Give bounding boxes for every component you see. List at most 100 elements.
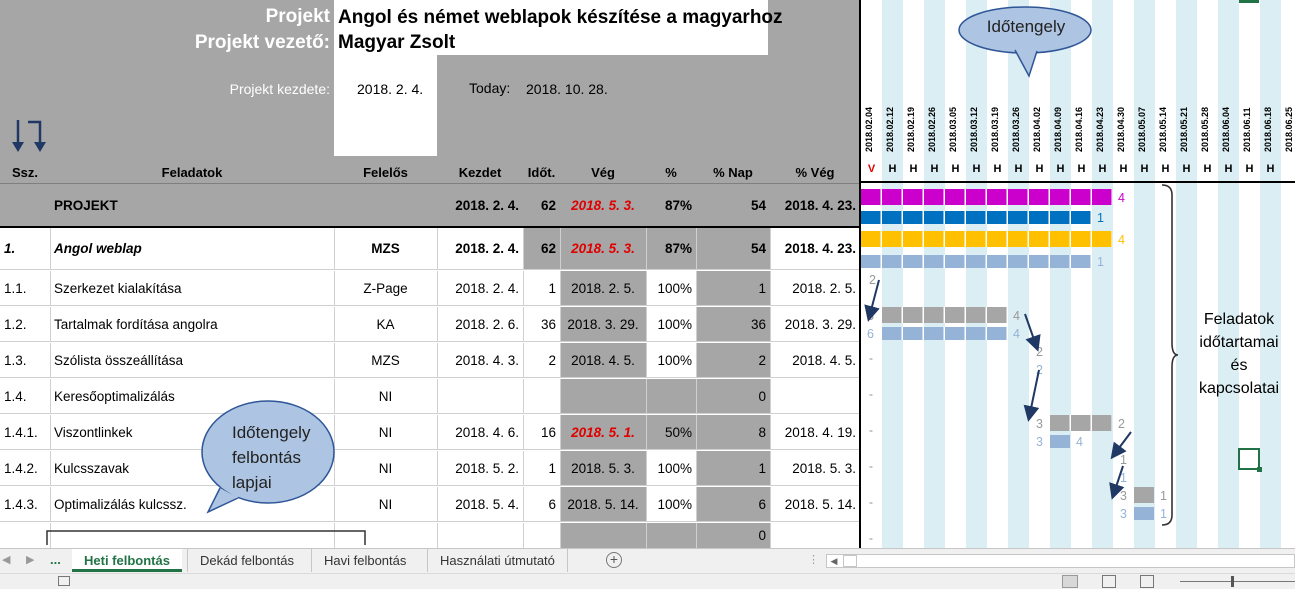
- percent-days: 8: [696, 415, 770, 449]
- start-date: [437, 379, 523, 413]
- count-label: 4: [1013, 327, 1020, 341]
- brace-icon: [1161, 184, 1179, 526]
- col-header-felelos: Felelős: [363, 165, 408, 180]
- task-name: Kulcsszavak: [54, 460, 130, 476]
- percent-days: 0: [696, 379, 770, 413]
- table-row[interactable]: 1.4.1. Viszontlinkek NI 2018. 4. 6. 16 2018. …: [0, 415, 860, 449]
- add-sheet-icon[interactable]: +: [606, 552, 622, 568]
- zoom-slider-thumb[interactable]: [1231, 576, 1234, 587]
- percent-days: 54: [696, 228, 770, 269]
- sort-arrows-icon: [12, 120, 46, 152]
- table-row[interactable]: 1.2. Tartalmak fordítása angolra KA 2018. 2…: [0, 307, 860, 341]
- percent-days: 54: [750, 197, 766, 213]
- callout-resolution: Időtengely felbontás lapjai: [232, 423, 311, 492]
- tab-scroll-right-icon[interactable]: ▶: [26, 554, 35, 566]
- zoom-slider[interactable]: [1180, 581, 1295, 582]
- timeline-marker: H: [1182, 163, 1191, 175]
- percent-end: 2018. 5. 3.: [792, 460, 856, 476]
- count-label: 1: [1120, 453, 1127, 467]
- percent: 100%: [657, 496, 692, 512]
- owner: NI: [378, 424, 393, 440]
- status-bar: [0, 573, 1295, 589]
- count-label: 2: [1036, 345, 1043, 359]
- callout-timeline-shape: [958, 6, 1092, 78]
- table-row[interactable]: 1.4. Keresőoptimalizálás NI 0: [0, 379, 860, 413]
- percent: 87%: [664, 197, 692, 213]
- percent-days: 2: [696, 343, 770, 377]
- table-row[interactable]: 1.1. Szerkezet kialakítása Z-Page 2018. 2. …: [0, 271, 860, 305]
- count-label: 2: [869, 273, 876, 287]
- percent-end: 2018. 4. 23.: [784, 197, 856, 213]
- gantt-bar-projekt-progress: [861, 211, 1091, 224]
- owner: MZS: [371, 352, 400, 368]
- timeline-marker: H: [888, 163, 897, 175]
- percent-days: 0: [696, 523, 770, 548]
- duration: 62: [523, 228, 560, 269]
- tab-utmutato[interactable]: Használati útmutató: [427, 549, 568, 572]
- tab-heti[interactable]: Heti felbontás: [72, 549, 182, 572]
- duration: 1: [548, 280, 556, 296]
- owner: NI: [378, 460, 393, 476]
- row-number: 1.4.3.: [4, 496, 38, 512]
- owner: KA: [376, 316, 395, 332]
- owner: NI: [378, 388, 393, 404]
- table-row[interactable]: 1.4.2. Kulcsszavak NI 2018. 5. 2. 1 2018. 5. …: [0, 451, 860, 485]
- timeline-marker: H: [1203, 163, 1212, 175]
- table-row[interactable]: 1.4.3. Optimalizálás kulcssz. NI 2018. 5. 4…: [0, 487, 860, 521]
- duration: 16: [540, 424, 556, 440]
- start-value[interactable]: 2018. 2. 4.: [357, 81, 424, 97]
- start-label: Projekt kezdete:: [229, 81, 330, 97]
- table-row-projekt[interactable]: PROJEKT 2018. 2. 4. 62 2018. 5. 3. 87% 5…: [0, 183, 860, 226]
- split-handle-icon[interactable]: ⋮: [808, 554, 819, 566]
- timeline-marker: V: [867, 163, 876, 175]
- percent-end: 2018. 4. 23.: [784, 241, 856, 256]
- macro-record-icon[interactable]: [58, 576, 70, 586]
- percent-days: 36: [696, 307, 770, 341]
- table-row[interactable]: 0: [0, 523, 860, 548]
- count-label: 1: [1097, 255, 1104, 269]
- tab-havi[interactable]: Havi felbontás: [311, 549, 418, 572]
- timeline-date: 2018.06.25: [1284, 106, 1294, 152]
- row-number: 1.1.: [4, 280, 27, 296]
- project-name[interactable]: Angol és német weblapok készítése a magy…: [338, 7, 783, 28]
- selected-cell[interactable]: [1238, 448, 1262, 472]
- percent-end: 2018. 4. 19.: [784, 424, 856, 440]
- empty-marker: -: [869, 351, 873, 365]
- duration: 36: [540, 316, 556, 332]
- projekt-separator: [0, 226, 860, 228]
- today-label: Today:: [469, 80, 511, 96]
- percent: 50%: [646, 415, 696, 449]
- tab-scroll-left-icon[interactable]: ◀: [2, 554, 11, 566]
- end-date: 2018. 5. 3.: [560, 228, 646, 269]
- tab-ellipsis[interactable]: ...: [50, 552, 61, 567]
- end-date: [560, 523, 646, 548]
- tasks-note: Feladatok időtartamai és kapcsolatai: [1198, 311, 1280, 397]
- timeline-marker: H: [1266, 163, 1275, 175]
- page-break-icon[interactable]: [1140, 575, 1154, 588]
- count-label: 3: [1036, 435, 1043, 449]
- gantt-bar-r143-plan: [1134, 487, 1154, 503]
- duration: 62: [540, 197, 556, 213]
- col-header-pct: %: [665, 165, 677, 180]
- manager-name[interactable]: Magyar Zsolt: [338, 32, 456, 53]
- normal-view-icon[interactable]: [1062, 575, 1078, 588]
- end-date: 2018. 5. 3.: [571, 197, 635, 213]
- start-date: 2018. 5. 2.: [455, 460, 519, 476]
- row-number: [0, 523, 50, 548]
- start-date: 2018. 2. 6.: [455, 316, 519, 332]
- page-layout-icon[interactable]: [1102, 575, 1116, 588]
- horizontal-scrollbar[interactable]: ◀: [826, 554, 1295, 568]
- timeline-date: 2018.06.04: [1221, 106, 1231, 152]
- empty-marker: -: [869, 423, 873, 437]
- scroll-left-icon[interactable]: ◀: [830, 556, 838, 566]
- timeline-date: 2018.05.07: [1137, 106, 1147, 152]
- table-row[interactable]: 1.3. Szólista összeállítása MZS 2018. 4. 3.…: [0, 343, 860, 377]
- bracket-icon: [46, 530, 366, 545]
- timeline-date: 2018.02.04: [864, 106, 874, 152]
- scroll-thumb[interactable]: [843, 555, 857, 567]
- owner: NI: [378, 496, 393, 512]
- tab-dekad[interactable]: Dekád felbontás: [187, 549, 306, 572]
- end-date: 2018. 4. 5.: [560, 343, 646, 377]
- table-row[interactable]: 1. Angol weblap MZS 2018. 2. 4. 62 2018. 5. 3…: [0, 228, 860, 269]
- timeline-marker: H: [1245, 163, 1254, 175]
